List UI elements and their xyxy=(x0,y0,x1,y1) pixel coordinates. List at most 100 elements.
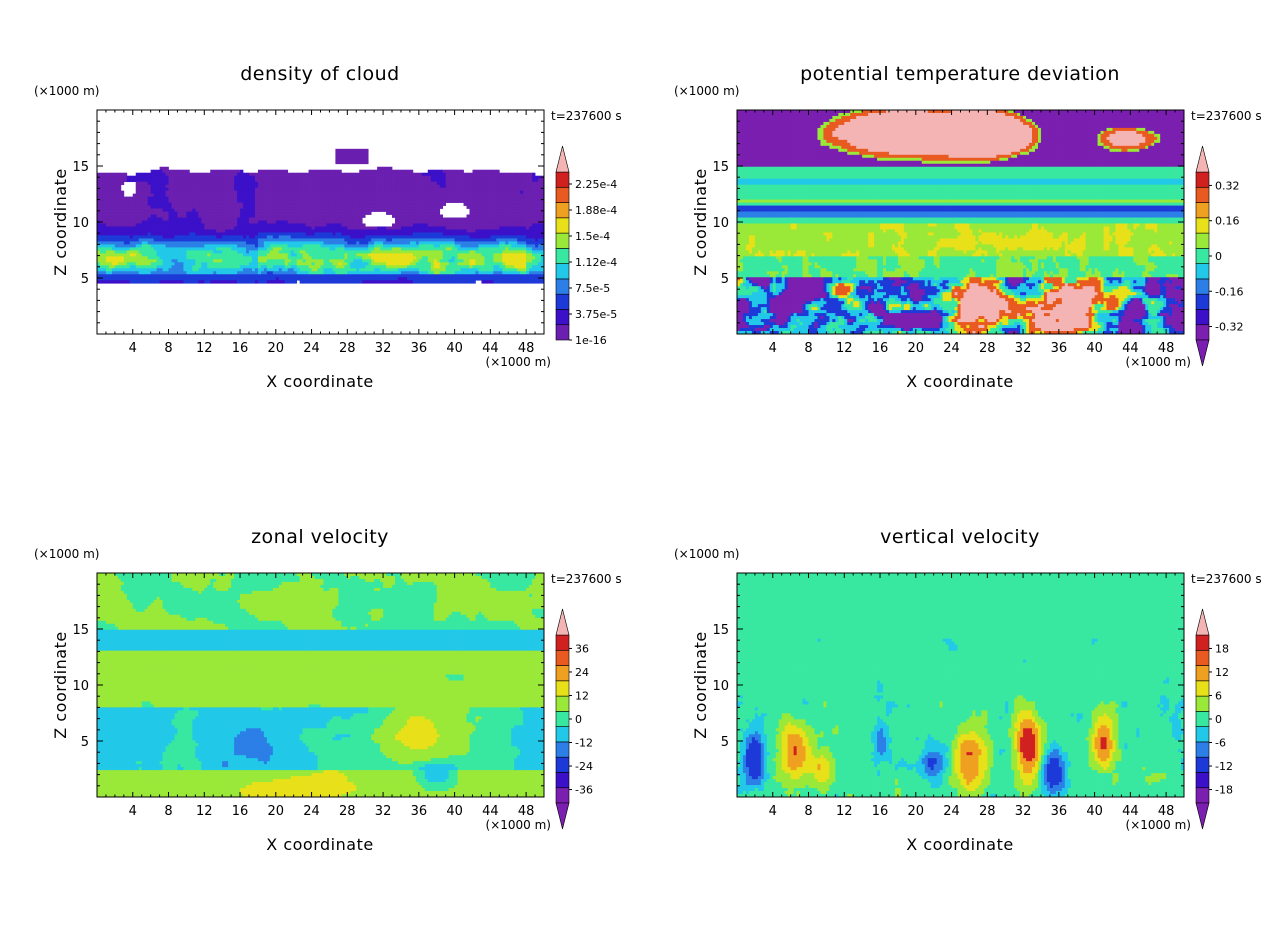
heatmap-cell xyxy=(403,205,408,209)
heatmap-cell xyxy=(144,190,149,194)
heatmap-cell xyxy=(257,232,262,236)
heatmap-cell xyxy=(400,265,405,269)
heatmap-cell xyxy=(278,169,283,174)
heatmap-cell xyxy=(350,205,354,209)
heatmap-cell xyxy=(266,199,271,203)
heatmap-cell xyxy=(293,220,298,224)
heatmap-cell xyxy=(159,235,163,239)
heatmap-cell xyxy=(171,250,175,254)
heatmap-cell xyxy=(374,247,378,251)
heatmap-cell xyxy=(272,253,277,257)
heatmap-cell xyxy=(257,226,262,230)
heatmap-cell xyxy=(97,172,101,177)
heatmap-cell xyxy=(168,223,172,227)
heatmap-cell xyxy=(231,250,235,254)
heatmap-cell xyxy=(499,259,503,263)
heatmap-cell xyxy=(153,241,157,245)
heatmap-cell xyxy=(201,187,205,191)
heatmap-cell xyxy=(380,202,384,206)
heatmap-cell xyxy=(332,232,336,236)
heatmap-cell xyxy=(260,247,265,251)
heatmap-cell xyxy=(335,154,339,159)
heatmap-cell xyxy=(284,241,289,245)
heatmap-cell xyxy=(362,259,366,263)
heatmap-cell xyxy=(222,199,226,203)
heatmap-cell xyxy=(505,265,509,269)
heatmap-cell xyxy=(469,244,473,248)
heatmap-cell xyxy=(403,220,408,224)
heatmap-cell xyxy=(448,190,452,194)
heatmap-cell xyxy=(329,181,333,186)
heatmap-cell xyxy=(299,184,303,189)
heatmap-cell xyxy=(362,223,366,227)
heatmap-cell xyxy=(365,211,369,215)
heatmap-cell xyxy=(102,181,107,186)
heatmap-cell xyxy=(445,253,449,257)
heatmap-cell xyxy=(365,199,369,203)
heatmap-cell xyxy=(344,205,348,209)
heatmap-cell xyxy=(535,205,539,209)
heatmap-cell xyxy=(219,226,223,230)
heatmap-cell xyxy=(392,175,396,180)
heatmap-cell xyxy=(338,160,342,165)
heatmap-cell xyxy=(317,208,321,212)
heatmap-cell xyxy=(350,211,354,215)
heatmap-cell xyxy=(260,220,265,224)
heatmap-cell xyxy=(377,175,381,180)
heatmap-cell xyxy=(213,220,217,224)
heatmap-cell xyxy=(448,187,452,191)
heatmap-cell xyxy=(153,268,157,272)
heatmap-cell xyxy=(177,217,181,221)
heatmap-cell xyxy=(511,211,515,215)
heatmap-cell xyxy=(138,181,143,186)
heatmap-cell xyxy=(168,208,172,212)
heatmap-cell xyxy=(356,235,360,239)
heatmap-cell xyxy=(532,232,536,236)
heatmap-cell xyxy=(371,253,375,257)
heatmap-cell xyxy=(365,265,369,269)
heatmap-cell xyxy=(377,262,381,266)
heatmap-cell xyxy=(102,238,107,242)
heatmap-cell xyxy=(138,259,143,263)
heatmap-cell xyxy=(237,211,241,215)
heatmap-cell xyxy=(207,208,211,212)
heatmap-cell xyxy=(454,193,458,197)
heatmap-cell xyxy=(350,154,354,159)
heatmap-cell xyxy=(502,184,506,189)
heatmap-cell xyxy=(219,256,223,260)
heatmap-cell xyxy=(502,226,506,230)
heatmap-cell xyxy=(397,235,402,239)
heatmap-cell xyxy=(383,244,387,248)
heatmap-cell xyxy=(356,229,360,233)
heatmap-cell xyxy=(532,238,536,242)
heatmap-cell xyxy=(183,172,187,177)
heatmap-cell xyxy=(380,247,384,251)
heatmap-cell xyxy=(111,175,116,180)
heatmap-cell xyxy=(180,214,184,218)
heatmap-cell xyxy=(132,193,137,197)
heatmap-cell xyxy=(490,172,494,177)
heatmap-cell xyxy=(460,259,464,263)
heatmap-cell xyxy=(481,199,485,203)
heatmap-cell xyxy=(275,190,280,194)
heatmap-cell xyxy=(114,175,119,180)
heatmap-cell xyxy=(505,247,509,251)
heatmap-cell xyxy=(204,190,208,194)
heatmap-cell xyxy=(347,226,351,230)
heatmap-cell xyxy=(210,202,214,206)
heatmap-cell xyxy=(266,223,271,227)
heatmap-cell xyxy=(219,235,223,239)
heatmap-cell xyxy=(293,205,298,209)
heatmap-cell xyxy=(117,262,122,266)
heatmap-cell xyxy=(335,235,339,239)
heatmap-cell xyxy=(201,226,205,230)
heatmap-cell xyxy=(353,253,357,257)
heatmap-cell xyxy=(275,262,280,266)
heatmap-cell xyxy=(344,175,348,180)
heatmap-cell xyxy=(287,211,292,215)
heatmap-cell xyxy=(269,232,274,236)
heatmap-cell xyxy=(478,265,482,269)
heatmap-cell xyxy=(275,205,280,209)
heatmap-cell xyxy=(403,199,408,203)
heatmap-cell xyxy=(371,250,375,254)
